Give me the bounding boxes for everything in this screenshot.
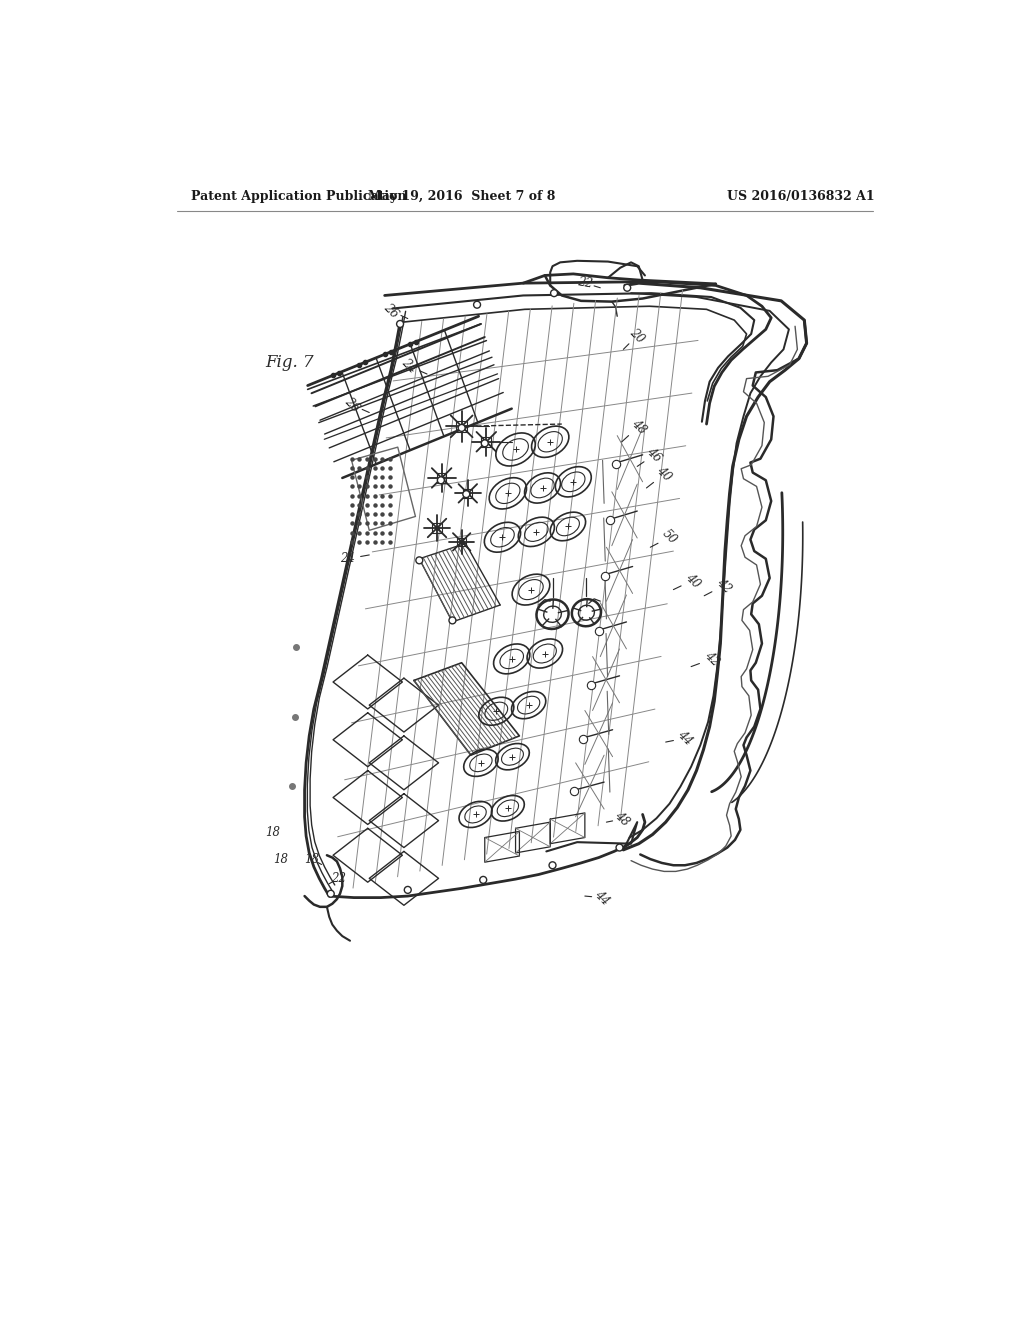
Text: Patent Application Publication: Patent Application Publication bbox=[190, 190, 407, 203]
Text: 42: 42 bbox=[702, 649, 722, 669]
Text: 40: 40 bbox=[683, 570, 702, 590]
Bar bbox=[437, 473, 446, 483]
Text: 24: 24 bbox=[340, 552, 355, 565]
Text: 40: 40 bbox=[654, 465, 674, 484]
Circle shape bbox=[328, 890, 334, 898]
Circle shape bbox=[473, 301, 480, 308]
Text: May 19, 2016  Sheet 7 of 8: May 19, 2016 Sheet 7 of 8 bbox=[368, 190, 555, 203]
Bar bbox=[458, 537, 466, 546]
Text: 18: 18 bbox=[265, 825, 281, 838]
Circle shape bbox=[480, 876, 486, 883]
Circle shape bbox=[404, 887, 412, 894]
Circle shape bbox=[396, 321, 403, 327]
Text: 22: 22 bbox=[331, 871, 346, 884]
Text: 48: 48 bbox=[612, 809, 632, 829]
Circle shape bbox=[551, 289, 557, 297]
Text: 24: 24 bbox=[399, 356, 419, 376]
Text: 22: 22 bbox=[577, 276, 593, 290]
Text: 44: 44 bbox=[675, 729, 695, 748]
Circle shape bbox=[437, 477, 444, 483]
Circle shape bbox=[449, 616, 456, 624]
Circle shape bbox=[549, 862, 556, 869]
Circle shape bbox=[458, 425, 465, 432]
Text: US 2016/0136832 A1: US 2016/0136832 A1 bbox=[727, 190, 874, 203]
Bar bbox=[432, 524, 441, 532]
Text: 18: 18 bbox=[304, 853, 319, 866]
Text: 44: 44 bbox=[592, 888, 611, 907]
Text: 42: 42 bbox=[714, 576, 733, 595]
Circle shape bbox=[624, 284, 631, 292]
Circle shape bbox=[463, 491, 470, 498]
Text: 26: 26 bbox=[342, 395, 361, 414]
Text: 48: 48 bbox=[629, 417, 648, 436]
Bar bbox=[463, 488, 472, 498]
Text: 46: 46 bbox=[644, 445, 664, 465]
Text: 50: 50 bbox=[659, 528, 680, 546]
Text: 20: 20 bbox=[628, 326, 647, 346]
Circle shape bbox=[416, 557, 423, 564]
Circle shape bbox=[481, 440, 488, 446]
Text: 18: 18 bbox=[273, 853, 288, 866]
Circle shape bbox=[616, 843, 623, 851]
Text: Fig. 7: Fig. 7 bbox=[265, 354, 314, 371]
Text: 26: 26 bbox=[381, 301, 400, 321]
Bar bbox=[457, 421, 467, 432]
Bar bbox=[481, 437, 492, 446]
